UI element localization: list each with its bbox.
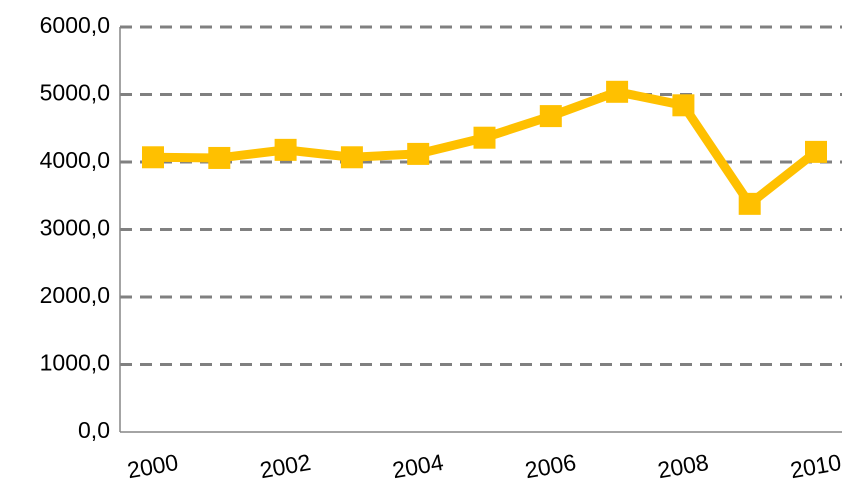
y-tick-label: 3000,0: [40, 215, 110, 241]
x-tick-label: 2008: [656, 449, 711, 483]
y-tick-label: 6000,0: [40, 12, 110, 38]
marker: [407, 142, 430, 165]
x-tick-label: 2006: [523, 449, 578, 483]
y-tick-label: 4000,0: [40, 147, 110, 173]
marker: [539, 105, 562, 128]
marker: [606, 80, 629, 103]
x-tick-label: 2000: [125, 449, 180, 483]
marker: [340, 146, 363, 169]
y-tick-label: 5000,0: [40, 80, 110, 106]
marker: [738, 192, 761, 215]
marker: [473, 126, 496, 149]
x-tick-label: 2002: [258, 449, 313, 483]
y-tick-label: 1000,0: [40, 350, 110, 376]
marker: [805, 140, 827, 163]
x-tick-label: 2010: [788, 449, 843, 483]
x-tick-label: 2004: [390, 449, 445, 484]
marker: [208, 146, 231, 169]
y-tick-label: 2000,0: [40, 282, 110, 308]
marker: [274, 138, 297, 161]
marker: [672, 94, 695, 117]
marker: [142, 146, 164, 169]
y-tick-label: 0,0: [78, 417, 110, 443]
